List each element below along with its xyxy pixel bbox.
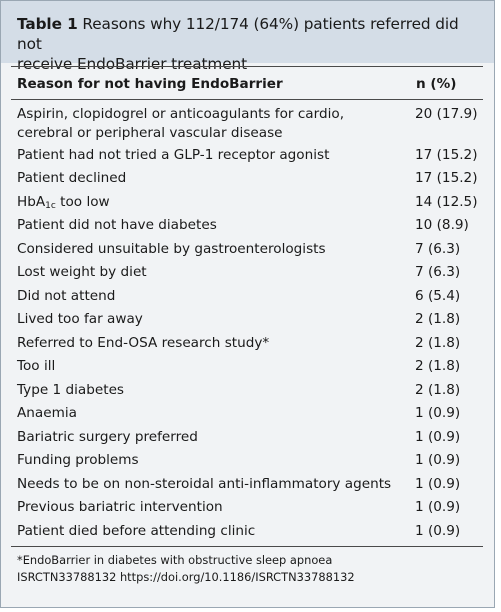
n-cell: 2 (1.8) bbox=[415, 358, 461, 374]
reason-cell: Did not attend bbox=[17, 288, 116, 304]
column-header-n: n (%) bbox=[416, 76, 457, 92]
top-rule bbox=[11, 66, 483, 67]
reason-cell: HbA1c too low bbox=[17, 193, 392, 216]
n-cell: 1 (0.9) bbox=[415, 476, 461, 492]
reason-cell: Patient had not tried a GLP-1 receptor a… bbox=[17, 147, 330, 163]
reason-suffix: too low bbox=[55, 194, 110, 210]
caption-line-1: Reasons why 112/174 (64%) patients refer… bbox=[17, 15, 459, 53]
column-header-reason: Reason for not having EndoBarrier bbox=[17, 76, 283, 92]
reason-cell: Lost weight by diet bbox=[17, 264, 147, 280]
n-cell: 10 (8.9) bbox=[415, 217, 469, 233]
n-cell: 17 (15.2) bbox=[415, 147, 478, 163]
table-footnote: *EndoBarrier in diabetes with obstructiv… bbox=[17, 552, 487, 586]
reason-cell: Aspirin, clopidogrel or anticoagulants f… bbox=[17, 105, 392, 143]
table-header: Reason for not having EndoBarrier n (%) bbox=[1, 67, 494, 99]
reason-cell: Type 1 diabetes bbox=[17, 382, 125, 398]
n-cell: 6 (5.4) bbox=[415, 288, 461, 304]
n-cell: 1 (0.9) bbox=[415, 452, 461, 468]
n-cell: 17 (15.2) bbox=[415, 170, 478, 186]
reason-cell: Referred to End-OSA research study* bbox=[17, 335, 270, 351]
reason-cell: Funding problems bbox=[17, 452, 139, 468]
reason-cell: Needs to be on non-steroidal anti-inflam… bbox=[17, 476, 392, 492]
reason-cell: Bariatric surgery preferred bbox=[17, 429, 198, 445]
n-cell: 1 (0.9) bbox=[415, 405, 461, 421]
n-cell: 1 (0.9) bbox=[415, 499, 461, 515]
n-cell: 20 (17.9) bbox=[415, 106, 478, 122]
reason-cell: Previous bariatric intervention bbox=[17, 499, 223, 515]
reason-cell: Anaemia bbox=[17, 405, 77, 421]
reason-line-2: cerebral or peripheral vascular disease bbox=[17, 125, 283, 141]
caption-line-2: receive EndoBarrier treatment bbox=[17, 55, 248, 73]
n-cell: 7 (6.3) bbox=[415, 241, 461, 257]
footnote-line-1: *EndoBarrier in diabetes with obstructiv… bbox=[17, 553, 333, 567]
footnote-line-2: ISRCTN33788132 https://doi.org/10.1186/I… bbox=[17, 570, 355, 584]
header-rule bbox=[11, 99, 483, 100]
n-cell: 2 (1.8) bbox=[415, 311, 461, 327]
reason-cell: Patient declined bbox=[17, 170, 127, 186]
table-label: Table 1 bbox=[17, 15, 78, 33]
n-cell: 1 (0.9) bbox=[415, 523, 461, 539]
reason-line-1: Aspirin, clopidogrel or anticoagulants f… bbox=[17, 106, 345, 122]
reason-cell: Lived too far away bbox=[17, 311, 143, 327]
reason-cell: Considered unsuitable by gastroenterolog… bbox=[17, 241, 326, 257]
table-caption-banner: Table 1 Reasons why 112/174 (64%) patien… bbox=[1, 1, 494, 73]
n-cell: 7 (6.3) bbox=[415, 264, 461, 280]
n-cell: 14 (12.5) bbox=[415, 194, 478, 210]
n-cell: 2 (1.8) bbox=[415, 382, 461, 398]
reason-prefix: HbA bbox=[17, 194, 46, 210]
reason-cell: Too ill bbox=[17, 358, 56, 374]
reason-cell: Patient did not have diabetes bbox=[17, 217, 217, 233]
reason-cell: Patient died before attending clinic bbox=[17, 523, 256, 539]
n-cell: 1 (0.9) bbox=[415, 429, 461, 445]
bottom-rule bbox=[11, 546, 483, 547]
reason-subscript: 1c bbox=[45, 201, 56, 211]
table-caption: Table 1 Reasons why 112/174 (64%) patien… bbox=[17, 14, 482, 74]
n-cell: 2 (1.8) bbox=[415, 335, 461, 351]
